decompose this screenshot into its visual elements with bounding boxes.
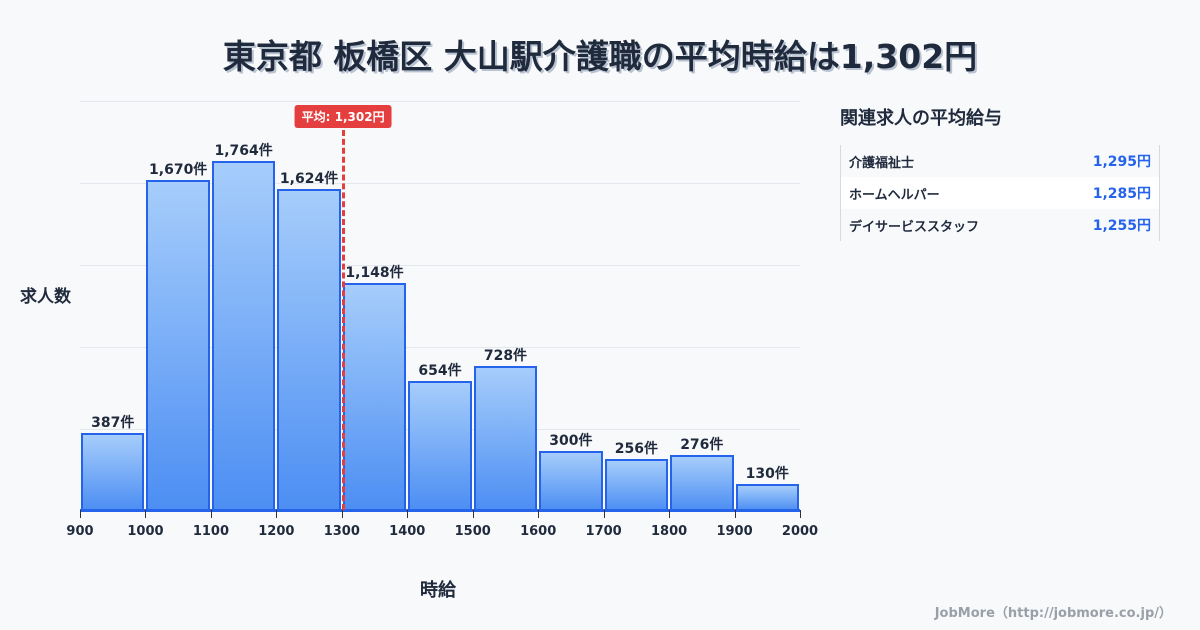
bar-value-label: 1,764件 <box>214 143 273 159</box>
x-tick-label: 1200 <box>258 524 295 539</box>
x-tick <box>145 510 147 518</box>
x-tick-label: 1000 <box>127 524 164 539</box>
x-axis-label: 時給 <box>420 580 456 601</box>
y-axis-label: 求人数 <box>20 287 71 307</box>
x-tick <box>276 510 278 518</box>
related-job-name: ホームヘルパー <box>849 187 940 203</box>
histogram-bar <box>670 455 734 510</box>
histogram-bar <box>408 380 472 510</box>
x-tick-label: 1300 <box>323 524 360 539</box>
average-line <box>342 130 346 510</box>
bar-value-label: 256件 <box>614 441 658 458</box>
histogram-bar <box>146 179 210 510</box>
related-job-row: デイサービススタッフ 1,255円 <box>841 209 1159 241</box>
x-tick-label: 2000 <box>781 524 819 539</box>
x-tick <box>734 510 736 518</box>
bar-value-label: 1,624件 <box>279 170 339 187</box>
histogram-plot: 387件 1,670件 1,764件 1,624件 1,148件 654件 728件 300件… <box>80 100 800 510</box>
related-job-name: 介護福祉士 <box>849 155 915 171</box>
bar-value-label: 728件 <box>483 347 528 364</box>
x-tick-label: 1600 <box>520 524 557 539</box>
x-tick <box>80 510 81 518</box>
x-tick <box>538 510 540 518</box>
x-tick-label: 1400 <box>389 524 426 539</box>
histogram-bar <box>277 188 341 510</box>
footer-credit: JobMore（http://jobmore.co.jp/） <box>934 606 1172 621</box>
average-badge: 平均: 1,302円 <box>294 105 392 128</box>
x-tick <box>341 510 343 518</box>
related-job-wage: 1,255円 <box>1092 218 1151 234</box>
histogram-bar <box>211 161 276 510</box>
related-job-wage: 1,295円 <box>1092 154 1151 170</box>
histogram-bar <box>473 365 538 510</box>
related-jobs-table: 介護福祉士 1,295円 ホームヘルパー 1,285円 デイサービススタッフ 1… <box>840 145 1160 241</box>
x-tick <box>472 510 474 518</box>
bar-value-label: 300件 <box>549 432 593 449</box>
x-tick-label: 1900 <box>716 524 753 539</box>
histogram-bar <box>81 433 145 510</box>
gridline <box>80 183 800 184</box>
histogram-bar <box>735 484 799 510</box>
bar-value-label: 1,670件 <box>149 161 208 178</box>
gridline <box>80 265 800 266</box>
bar-value-label: 276件 <box>680 437 724 454</box>
related-job-name: デイサービススタッフ <box>849 219 980 235</box>
x-axis-baseline <box>80 509 800 512</box>
x-tick <box>800 510 801 518</box>
x-tick <box>603 510 605 518</box>
x-tick <box>669 510 671 518</box>
bar-value-label: 387件 <box>91 415 135 432</box>
x-tick-label: 1700 <box>585 524 622 539</box>
related-jobs-title: 関連求人の平均給与 <box>840 108 1002 129</box>
x-tick-label: 1100 <box>192 524 229 539</box>
x-tick-label: 1500 <box>454 524 491 539</box>
x-tick <box>407 510 409 518</box>
histogram-bar <box>539 450 603 510</box>
related-job-wage: 1,285円 <box>1092 186 1151 202</box>
histogram-bar <box>604 459 669 510</box>
page-title: 東京都 板橋区 大山駅介護職の平均時給は1,302円 <box>222 37 978 76</box>
bar-value-label: 1,148件 <box>345 264 404 281</box>
x-tick <box>210 510 212 518</box>
x-tick-label: 900 <box>66 524 94 539</box>
gridline <box>80 347 800 348</box>
bar-value-label: 130件 <box>745 466 789 483</box>
histogram-bar <box>342 282 407 510</box>
gridline <box>80 101 800 102</box>
related-job-row: ホームヘルパー 1,285円 <box>841 177 1159 209</box>
x-tick-label: 1800 <box>650 524 688 539</box>
related-job-row: 介護福祉士 1,295円 <box>841 145 1159 177</box>
bar-value-label: 654件 <box>418 362 462 379</box>
